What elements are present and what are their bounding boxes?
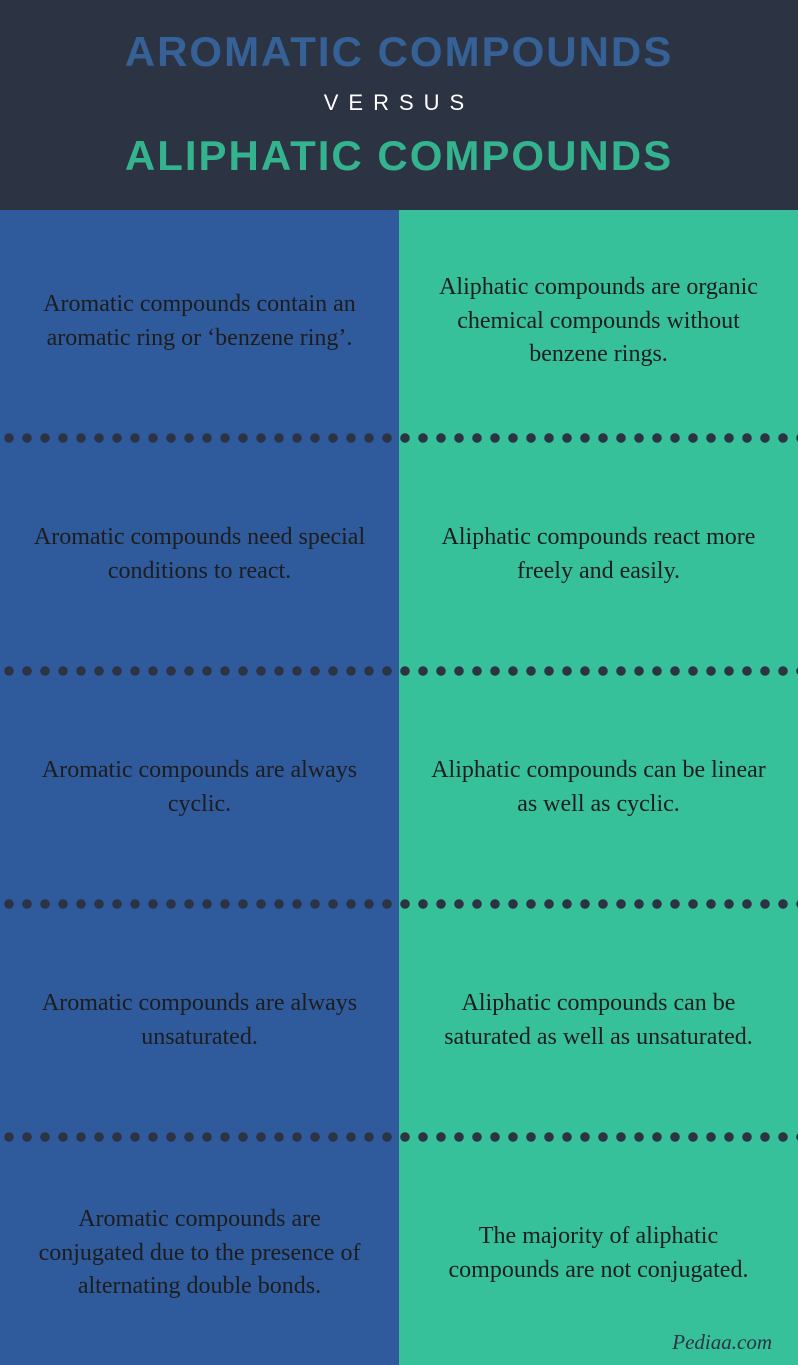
row-divider (0, 666, 798, 676)
row-divider (0, 433, 798, 443)
row-divider (0, 899, 798, 909)
comparison-row: Aromatic compounds contain an aromatic r… (0, 210, 798, 433)
aromatic-cell: Aromatic compounds contain an aromatic r… (0, 210, 399, 433)
aliphatic-cell: The majority of aliphatic compounds are … (399, 1142, 798, 1365)
aromatic-cell: Aromatic compounds are always cyclic. (0, 676, 399, 899)
aliphatic-cell: Aliphatic compounds are organic chemical… (399, 210, 798, 433)
versus-label: VERSUS (20, 90, 778, 116)
comparison-row: Aromatic compounds are always cyclic.Ali… (0, 676, 798, 899)
aliphatic-cell: Aliphatic compounds can be linear as wel… (399, 676, 798, 899)
comparison-row: Aromatic compounds need special conditio… (0, 443, 798, 666)
title-aliphatic: ALIPHATIC COMPOUNDS (20, 132, 778, 180)
aromatic-cell: Aromatic compounds are conjugated due to… (0, 1142, 399, 1365)
comparison-rows: Aromatic compounds contain an aromatic r… (0, 210, 798, 1365)
comparison-row: Aromatic compounds are always unsaturate… (0, 909, 798, 1132)
attribution: Pediaa.com (672, 1328, 772, 1357)
aromatic-cell: Aromatic compounds are always unsaturate… (0, 909, 399, 1132)
title-aromatic: AROMATIC COMPOUNDS (20, 28, 778, 76)
row-divider (0, 1132, 798, 1142)
infographic-container: AROMATIC COMPOUNDS VERSUS ALIPHATIC COMP… (0, 0, 798, 1365)
aromatic-cell: Aromatic compounds need special conditio… (0, 443, 399, 666)
aliphatic-cell: Aliphatic compounds react more freely an… (399, 443, 798, 666)
aliphatic-cell: Aliphatic compounds can be saturated as … (399, 909, 798, 1132)
header: AROMATIC COMPOUNDS VERSUS ALIPHATIC COMP… (0, 0, 798, 210)
comparison-row: Aromatic compounds are conjugated due to… (0, 1142, 798, 1365)
